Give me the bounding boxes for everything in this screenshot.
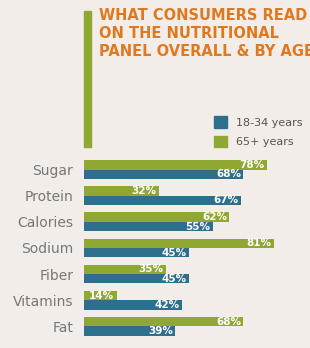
Text: 62%: 62% — [202, 212, 227, 222]
Bar — [84, 326, 175, 336]
Text: 68%: 68% — [216, 169, 241, 179]
Legend: 18-34 years, 65+ years: 18-34 years, 65+ years — [211, 114, 304, 149]
Bar — [84, 186, 159, 196]
Text: 14%: 14% — [89, 291, 114, 301]
Text: 45%: 45% — [162, 248, 187, 258]
Text: WHAT CONSUMERS READ
ON THE NUTRITIONAL
PANEL OVERALL & BY AGE: WHAT CONSUMERS READ ON THE NUTRITIONAL P… — [99, 8, 310, 59]
Bar — [84, 160, 267, 169]
Bar — [84, 238, 274, 248]
Text: 55%: 55% — [186, 222, 210, 231]
Text: 39%: 39% — [148, 326, 173, 336]
Bar — [84, 291, 117, 300]
Bar — [84, 300, 182, 310]
Text: 35%: 35% — [139, 264, 164, 274]
Bar — [84, 317, 243, 326]
Text: 42%: 42% — [155, 300, 180, 310]
Bar — [84, 212, 229, 222]
Bar — [84, 274, 189, 284]
Bar — [84, 169, 243, 179]
Text: 45%: 45% — [162, 274, 187, 284]
Bar — [84, 11, 91, 147]
Bar — [84, 248, 189, 258]
Text: 32%: 32% — [131, 186, 157, 196]
Text: 81%: 81% — [247, 238, 272, 248]
Text: 78%: 78% — [240, 160, 265, 170]
Bar — [84, 196, 241, 205]
Text: 68%: 68% — [216, 317, 241, 327]
Bar — [84, 265, 166, 274]
Bar — [84, 222, 213, 231]
Text: 67%: 67% — [214, 195, 239, 205]
